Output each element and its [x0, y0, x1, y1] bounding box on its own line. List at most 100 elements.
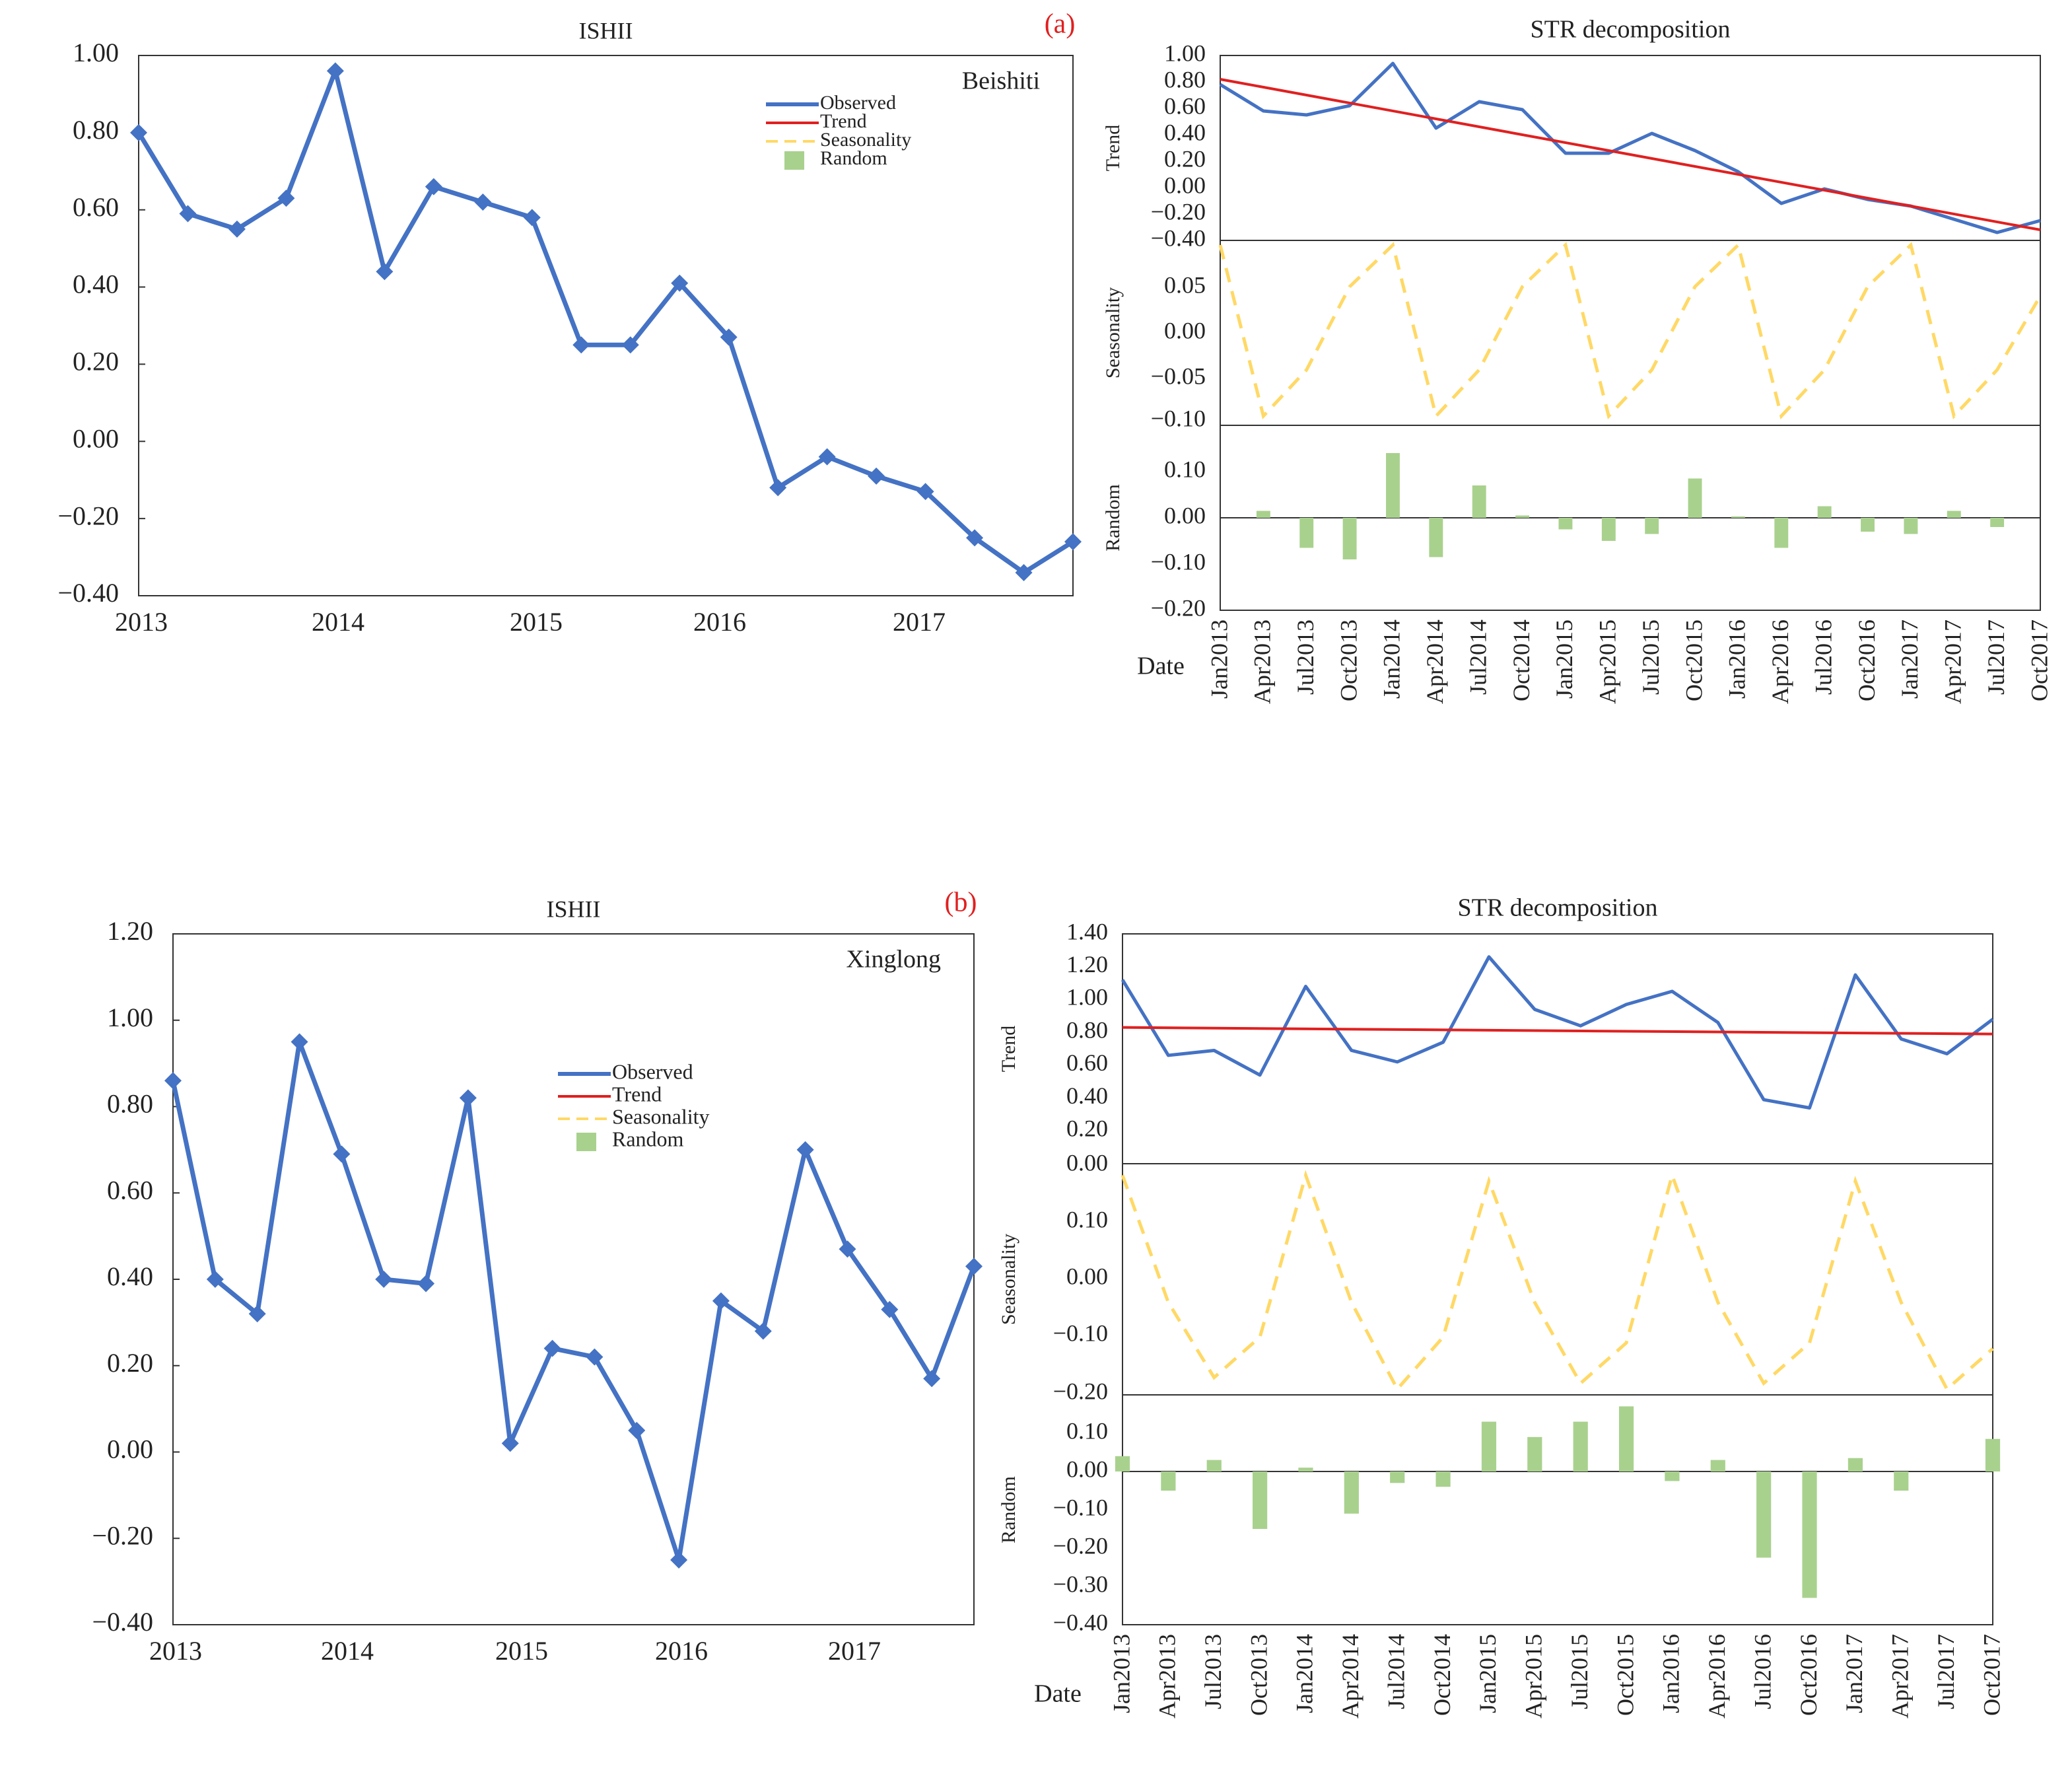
str-panel-ylabel: Seasonality [1102, 287, 1124, 378]
plot-frame [172, 933, 975, 1625]
x-tick-label: 2015 [510, 607, 563, 637]
observed-point [769, 479, 787, 497]
observed-point [965, 1257, 983, 1275]
str-x-tick-label: Oct2016 [1795, 1634, 1822, 1716]
str-y-tick-label: 0.10 [1066, 1206, 1108, 1232]
str-x-tick-label: Jan2013 [1108, 1634, 1134, 1713]
str-y-tick-label: 0.00 [1066, 1263, 1108, 1289]
str-panel-frame [1122, 1163, 1993, 1396]
str-x-tick-label: Apr2013 [1154, 1634, 1181, 1718]
str-x-tick-label: Jan2013 [1206, 620, 1232, 699]
observed-point [818, 448, 836, 466]
str-y-tick-label: 0.20 [1164, 145, 1206, 172]
str-y-tick-label: 1.20 [1066, 951, 1108, 977]
observed-point [291, 1033, 308, 1051]
str-random-bar [1990, 518, 2005, 527]
str-random-bar [1904, 518, 1918, 534]
str-y-tick-label: 0.00 [1164, 317, 1206, 343]
observed-point [474, 194, 492, 211]
observed-point [671, 274, 689, 292]
str-random-bar [1435, 1471, 1451, 1487]
str-seasonality-line [1121, 1170, 1994, 1392]
str-random-bar [1688, 478, 1702, 518]
observed-point [720, 328, 738, 346]
observed-point [1015, 563, 1033, 581]
y-tick-label: −0.40 [92, 1607, 153, 1637]
observed-point [586, 1348, 604, 1366]
observed-point [868, 467, 885, 485]
observed-point [881, 1300, 899, 1318]
str-x-tick-label: Jan2014 [1379, 620, 1405, 699]
str-x-tick-label: Jan2016 [1658, 1634, 1684, 1713]
str-x-tick-label: Jan2014 [1292, 1634, 1318, 1713]
str-x-tick-label: Oct2014 [1429, 1634, 1455, 1716]
y-tick-label: 0.40 [73, 269, 119, 299]
observed-point [417, 1275, 435, 1292]
observed-point [916, 483, 934, 501]
legend-label: Trend [820, 110, 867, 132]
str-random-bar [1527, 1436, 1542, 1471]
x-tick-label: 2013 [115, 607, 168, 637]
observed-point [543, 1339, 561, 1357]
str-xlabel: Date [1137, 653, 1185, 680]
str-random-bar [1481, 1421, 1497, 1471]
str-title: STR decomposition [1531, 16, 1731, 44]
str-random-bar [1894, 1471, 1909, 1491]
str-random-bar [1774, 518, 1789, 548]
observed-point [923, 1370, 941, 1388]
str-random-bar [1601, 518, 1616, 541]
station-label: Xinglong [846, 946, 941, 974]
legend-label: Random [820, 147, 887, 169]
str-x-tick-label: Oct2013 [1335, 620, 1362, 701]
str-y-tick-label: −0.20 [1151, 594, 1206, 621]
str-y-tick-label: −0.30 [1053, 1571, 1108, 1597]
str-random-bar [1665, 1471, 1680, 1481]
x-tick-label: 2014 [312, 607, 364, 637]
str-random-bar [1115, 1456, 1130, 1471]
observed-series-line [170, 1039, 977, 1563]
str-y-tick-label: 0.10 [1066, 1417, 1108, 1444]
str-x-tick-label: Jul2016 [1810, 620, 1836, 695]
observed-point [1064, 533, 1082, 551]
str-random-bar [1710, 1460, 1725, 1471]
str-random-bar [1515, 515, 1530, 518]
str-x-tick-label: Jan2017 [1841, 1634, 1867, 1713]
x-tick-label: 2017 [893, 607, 946, 637]
str-x-tick-label: Apr2016 [1704, 1634, 1730, 1718]
observed-point [670, 1551, 688, 1569]
str-random-bar [1802, 1471, 1817, 1598]
str-y-tick-label: 0.20 [1066, 1115, 1108, 1142]
str-x-tick-label: Apr2014 [1422, 620, 1448, 704]
y-tick-label: 0.00 [73, 423, 119, 453]
str-random-bar [1386, 453, 1400, 518]
str-y-tick-label: 0.00 [1066, 1149, 1108, 1176]
str-random-bar [1731, 516, 1745, 518]
str-y-tick-label: −0.10 [1053, 1494, 1108, 1520]
x-tick-label: 2016 [655, 1636, 708, 1666]
str-random-bar [1161, 1471, 1176, 1491]
y-tick-label: −0.20 [92, 1520, 153, 1550]
str-panel-ylabel: Random [1102, 484, 1124, 551]
str-x-tick-label: Apr2016 [1767, 620, 1793, 704]
str-x-tick-label: Jul2017 [1983, 620, 2009, 695]
panel-label: (b) [945, 888, 977, 918]
str-panel-ylabel: Trend [998, 1026, 1019, 1073]
str-y-tick-label: 0.05 [1164, 271, 1206, 298]
str-random-bar [1206, 1460, 1222, 1471]
str-y-tick-label: −0.40 [1151, 225, 1206, 251]
str-x-tick-label: Apr2017 [1940, 620, 1966, 704]
legend-label: Seasonality [612, 1104, 710, 1128]
chart-title: ISHII [579, 17, 633, 44]
observed-point [966, 529, 984, 547]
observed-point [164, 1072, 182, 1090]
str-panel-ylabel: Trend [1102, 125, 1124, 172]
str-y-tick-label: 0.80 [1066, 1016, 1108, 1043]
y-tick-label: 0.20 [73, 347, 119, 376]
station-label: Beishiti [962, 67, 1040, 95]
str-y-tick-label: 1.40 [1066, 918, 1108, 944]
observed-point [130, 124, 147, 141]
observed-point [796, 1141, 814, 1158]
str-random-bar [1947, 511, 1961, 518]
observed-point [248, 1305, 266, 1323]
observed-point [572, 336, 590, 354]
